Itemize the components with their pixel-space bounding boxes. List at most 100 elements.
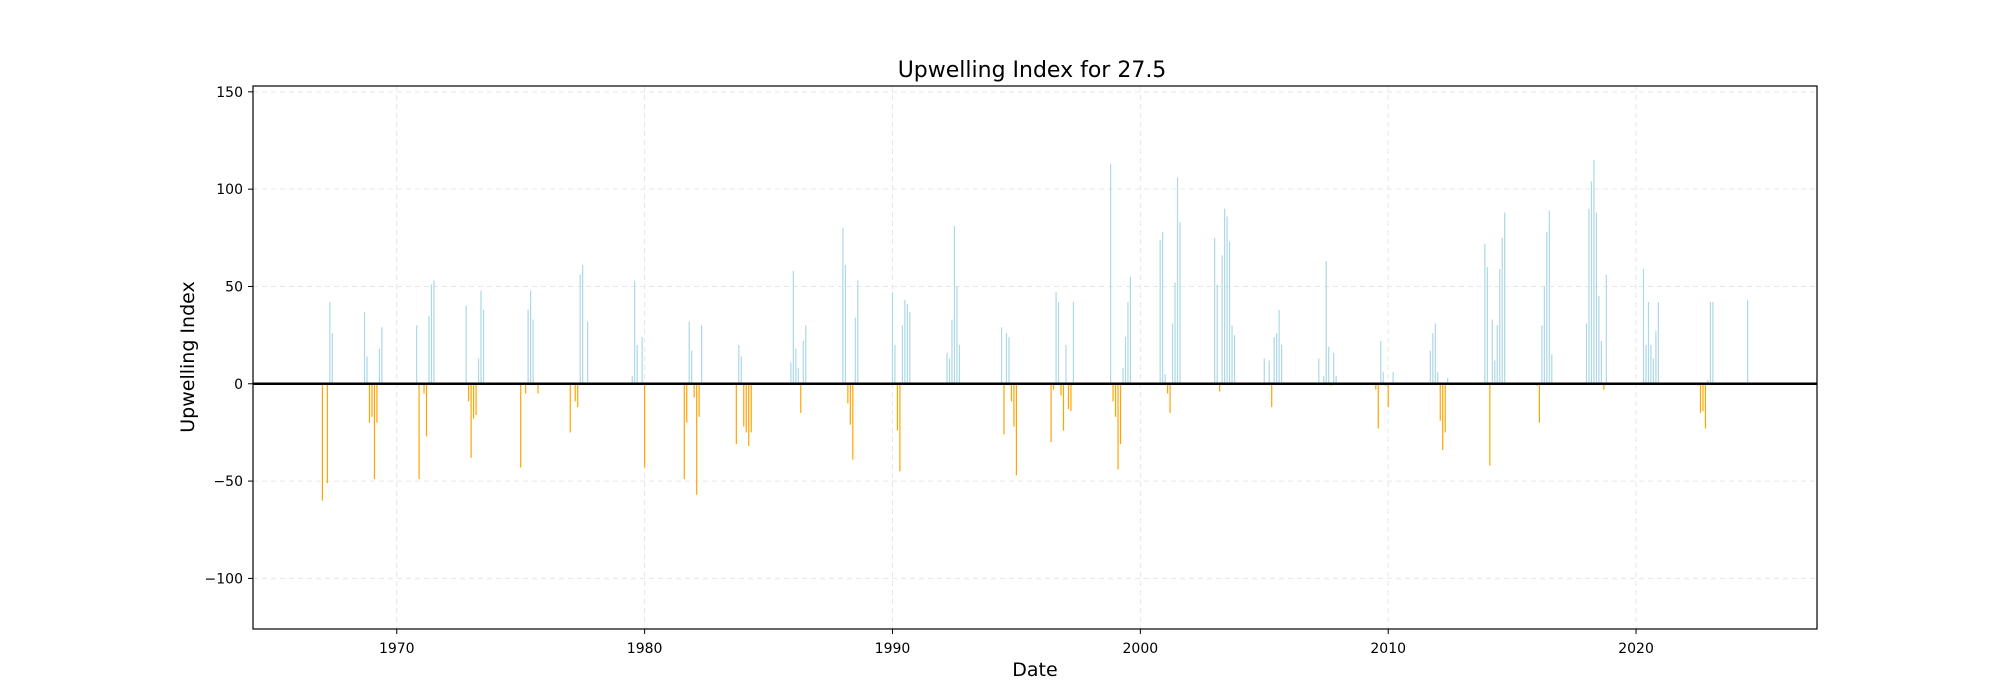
- bar: [1231, 325, 1233, 384]
- bar: [1652, 358, 1655, 384]
- bar: [1655, 331, 1657, 384]
- bar: [1112, 383, 1114, 402]
- bar: [1179, 222, 1181, 384]
- bar: [1600, 340, 1602, 384]
- bar: [470, 383, 472, 458]
- bar: [958, 344, 961, 384]
- bar: [683, 383, 685, 480]
- bar: [1382, 372, 1384, 384]
- bar: [686, 383, 688, 423]
- bar: [797, 368, 799, 384]
- bar: [854, 317, 856, 384]
- bar: [852, 383, 854, 460]
- bar: [1444, 383, 1446, 433]
- bar: [1276, 333, 1278, 384]
- bar: [1489, 383, 1491, 466]
- bar: [1127, 302, 1129, 384]
- bar: [423, 383, 425, 394]
- bar: [1605, 274, 1607, 384]
- bar: [1070, 383, 1072, 412]
- bar: [1219, 383, 1221, 392]
- x-tick-label: 2000: [1123, 641, 1159, 657]
- bar: [415, 325, 418, 384]
- bar: [1543, 286, 1545, 384]
- bar: [946, 352, 948, 384]
- bar: [1169, 383, 1171, 413]
- grid-lines: [253, 86, 1817, 629]
- bar: [321, 383, 324, 501]
- bar: [1541, 325, 1543, 384]
- bar: [1010, 383, 1013, 402]
- bar: [691, 350, 693, 384]
- bar: [849, 383, 851, 425]
- bar: [802, 340, 804, 384]
- bar: [795, 348, 797, 384]
- bar: [1551, 354, 1553, 384]
- bar: [847, 383, 849, 404]
- bar: [472, 383, 475, 419]
- bar: [1164, 374, 1166, 384]
- bar: [1504, 212, 1506, 384]
- bar: [906, 303, 908, 384]
- bar: [574, 383, 576, 402]
- bar: [1709, 302, 1712, 384]
- bar: [1434, 323, 1436, 384]
- bar: [1226, 216, 1228, 384]
- bar: [326, 383, 328, 484]
- bar: [636, 344, 638, 384]
- y-tick-label: 150: [216, 85, 243, 101]
- bar: [792, 270, 794, 384]
- bar: [1704, 383, 1707, 429]
- bar: [701, 325, 703, 384]
- bar: [1233, 335, 1236, 384]
- bar: [1598, 296, 1600, 384]
- bar: [1645, 344, 1647, 384]
- bar: [1429, 350, 1431, 384]
- bar: [1442, 383, 1444, 450]
- bar: [1072, 302, 1075, 384]
- bar: [1214, 237, 1216, 384]
- x-tick-label: 1990: [875, 641, 911, 657]
- bar: [1647, 302, 1650, 384]
- bar: [428, 315, 430, 384]
- bar: [1712, 302, 1714, 384]
- bar: [748, 383, 750, 447]
- bar: [366, 356, 368, 384]
- bar: [894, 344, 896, 384]
- bar: [909, 311, 911, 384]
- bar: [1328, 346, 1330, 384]
- bar: [1060, 383, 1062, 396]
- bar: [430, 284, 433, 384]
- bar: [800, 383, 802, 413]
- bar: [1702, 383, 1704, 412]
- bar: [1176, 177, 1179, 384]
- bar: [1114, 383, 1117, 417]
- bar: [1548, 210, 1550, 384]
- y-tick-label: 0: [234, 377, 243, 393]
- bar: [582, 265, 584, 384]
- bar: [631, 375, 633, 384]
- bar: [1228, 241, 1231, 384]
- bar: [1538, 383, 1540, 423]
- bar: [1590, 181, 1593, 384]
- bar: [1380, 340, 1382, 384]
- bar: [1447, 377, 1449, 384]
- bar: [956, 286, 958, 384]
- bar: [1065, 344, 1067, 384]
- bar: [1271, 383, 1273, 408]
- bar: [1224, 208, 1226, 384]
- bar: [1216, 284, 1218, 384]
- bar: [1122, 368, 1124, 384]
- bar: [1318, 358, 1320, 384]
- bar: [1699, 383, 1702, 413]
- bar: [1171, 323, 1174, 384]
- x-tick-label: 1980: [627, 641, 663, 657]
- bar: [579, 274, 581, 384]
- bar: [634, 280, 636, 384]
- bar: [527, 309, 529, 384]
- bar: [745, 383, 747, 433]
- y-tick-label: 100: [216, 182, 243, 198]
- bar: [1657, 302, 1659, 384]
- bar: [688, 321, 690, 384]
